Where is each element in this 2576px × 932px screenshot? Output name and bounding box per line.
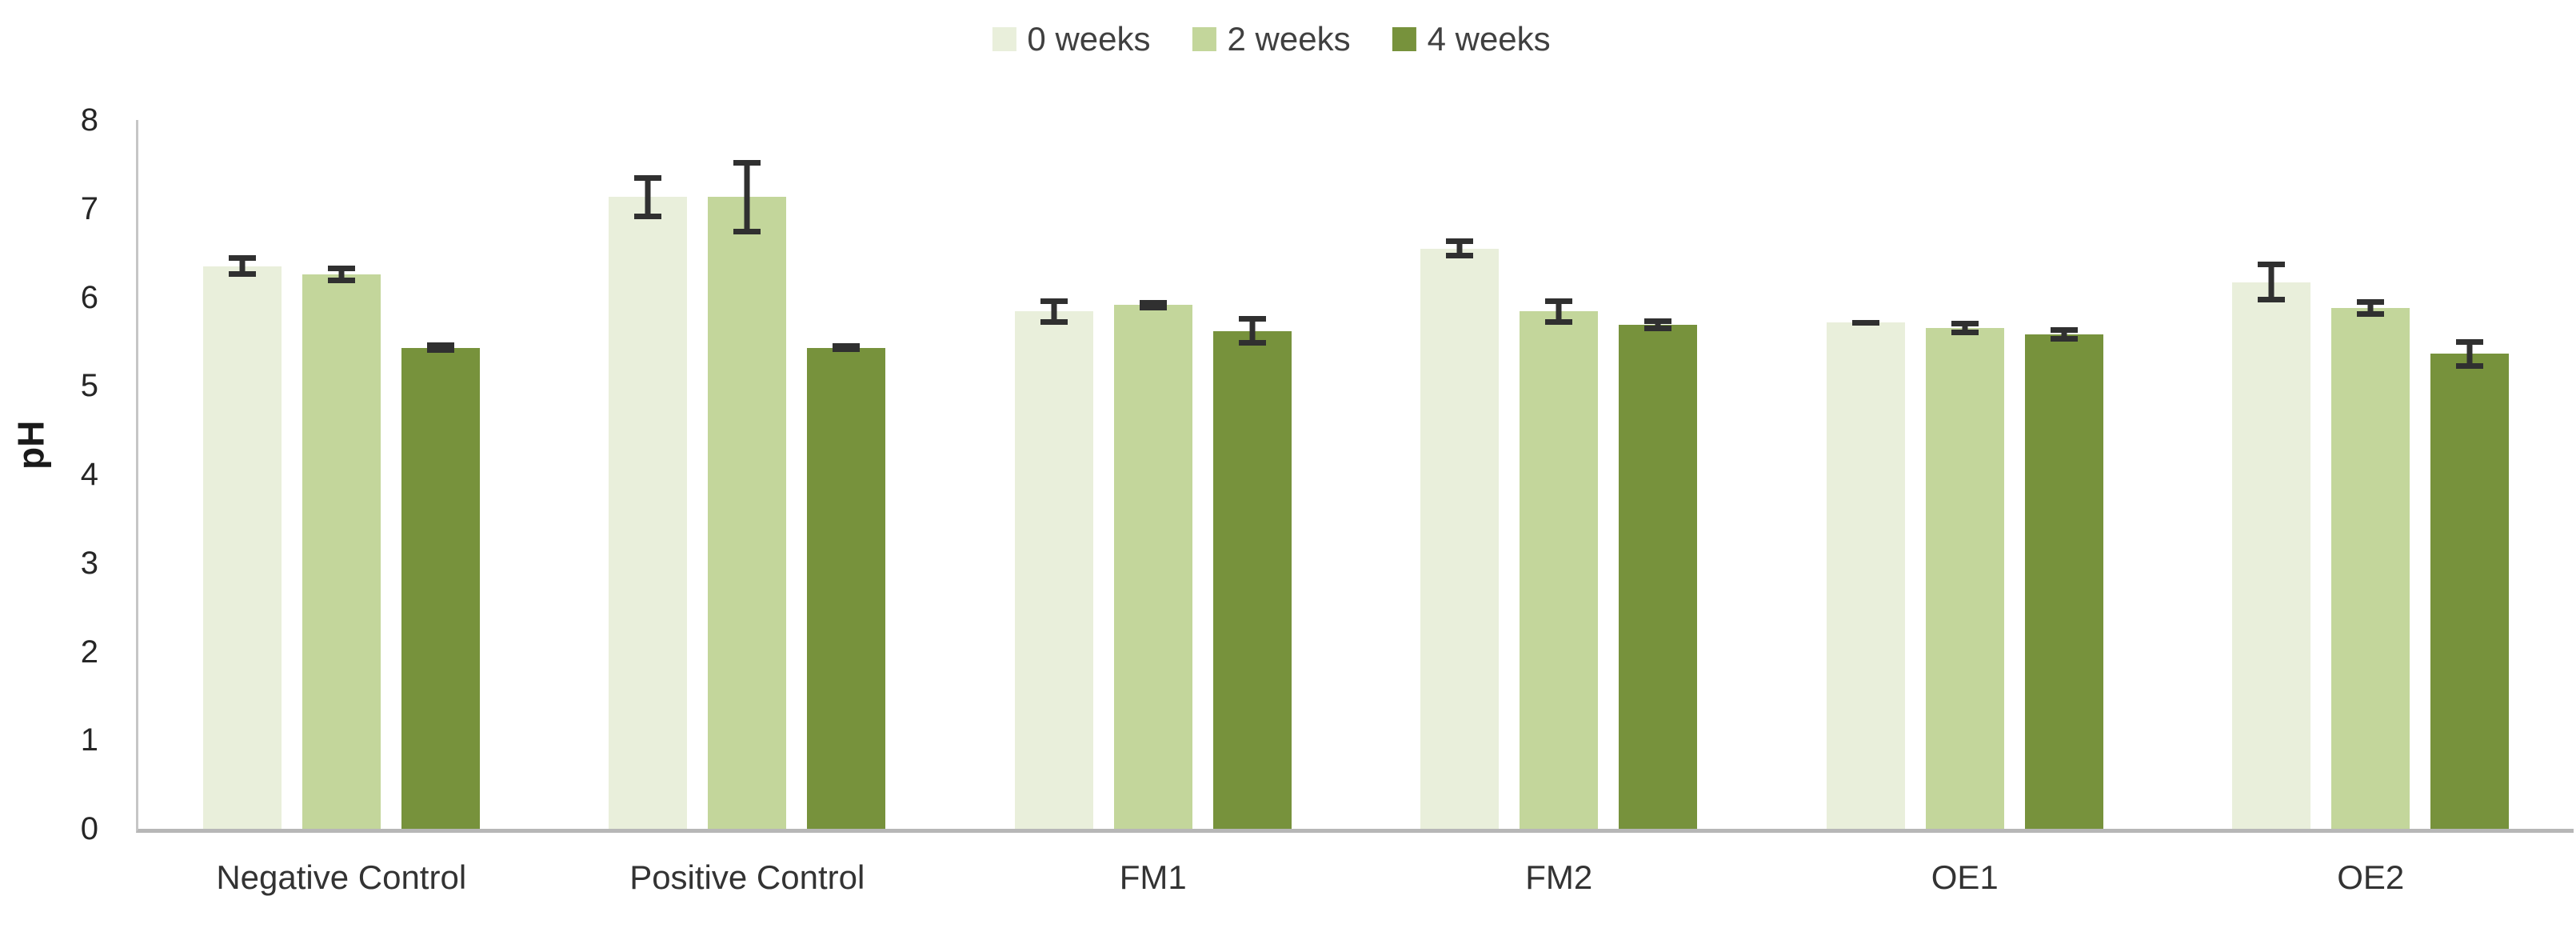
- bar-fm2-4-weeks: [1619, 324, 1698, 829]
- x-category-label-oe2: OE2: [2337, 858, 2405, 896]
- bar-negative-control-0-weeks: [202, 266, 282, 829]
- legend-label: 2 weeks: [1227, 20, 1351, 58]
- x-category-label-fm1: FM1: [1119, 858, 1187, 896]
- y-tick-label-6: 6: [80, 279, 98, 315]
- error-bar: [2258, 262, 2286, 303]
- x-category-label-negative-control: Negative Control: [216, 858, 467, 896]
- error-bar: [1851, 320, 1879, 326]
- error-bar: [1139, 299, 1167, 311]
- y-tick-label-3: 3: [80, 545, 98, 581]
- bar-oe1-2-weeks: [1925, 328, 2004, 829]
- bar-positive-control-4-weeks: [807, 347, 886, 829]
- y-tick-label-1: 1: [80, 722, 98, 758]
- legend-swatch-0-weeks: [992, 27, 1016, 51]
- error-bar: [1446, 238, 1474, 258]
- bar-fm2-2-weeks: [1520, 311, 1599, 829]
- legend-label: 0 weeks: [1027, 20, 1151, 58]
- bar-oe2-0-weeks: [2232, 282, 2311, 829]
- bar-oe2-2-weeks: [2331, 307, 2410, 829]
- bar-negative-control-4-weeks: [401, 347, 480, 829]
- legend-item-0-weeks: 0 weeks: [992, 20, 1151, 58]
- bar-fm1-4-weeks: [1212, 330, 1292, 829]
- bar-fm1-2-weeks: [1113, 305, 1192, 829]
- error-bar: [327, 265, 355, 283]
- bar-oe1-4-weeks: [2024, 334, 2103, 829]
- error-bar: [634, 174, 662, 220]
- legend-swatch-4-weeks: [1392, 27, 1416, 51]
- bar-positive-control-0-weeks: [609, 197, 688, 829]
- error-bar: [833, 343, 861, 353]
- error-bar: [1040, 298, 1068, 325]
- bar-positive-control-2-weeks: [708, 197, 787, 829]
- bar-negative-control-2-weeks: [302, 274, 381, 829]
- bar-oe1-0-weeks: [1826, 322, 1905, 829]
- error-bar: [1951, 321, 1979, 336]
- bar-fm2-0-weeks: [1420, 248, 1500, 829]
- y-tick-label-5: 5: [80, 368, 98, 404]
- bar-oe2-4-weeks: [2430, 354, 2510, 829]
- error-bar: [1545, 298, 1573, 325]
- error-bar: [733, 159, 761, 234]
- error-bar: [2357, 298, 2385, 317]
- error-bar: [228, 255, 256, 278]
- x-category-label-fm2: FM2: [1525, 858, 1593, 896]
- error-bar: [1644, 318, 1672, 331]
- plot-area: 0 1 2 3 4 5 6 7 8 Negative Control Positive Contro…: [81, 104, 2574, 894]
- x-category-label-positive-control: Positive Control: [629, 858, 865, 896]
- x-category-label-oe1: OE1: [1931, 858, 1999, 896]
- legend-item-2-weeks: 2 weeks: [1192, 22, 1351, 56]
- legend-item-4-weeks: 4 weeks: [1392, 22, 1551, 56]
- y-tick-label-2: 2: [80, 634, 98, 670]
- bar-fm1-0-weeks: [1014, 311, 1093, 829]
- error-bar: [2456, 338, 2484, 370]
- y-tick-label-8: 8: [80, 102, 98, 138]
- error-bar: [2050, 327, 2078, 342]
- error-bar: [1238, 315, 1266, 346]
- legend-swatch-2-weeks: [1192, 27, 1216, 51]
- chart-legend: 0 weeks 2 weeks 4 weeks: [992, 20, 1551, 58]
- y-tick-label-7: 7: [80, 190, 98, 226]
- error-bar: [426, 342, 454, 354]
- y-tick-label-4: 4: [80, 457, 98, 492]
- y-tick-label-0: 0: [80, 811, 98, 846]
- legend-label: 4 weeks: [1427, 20, 1551, 58]
